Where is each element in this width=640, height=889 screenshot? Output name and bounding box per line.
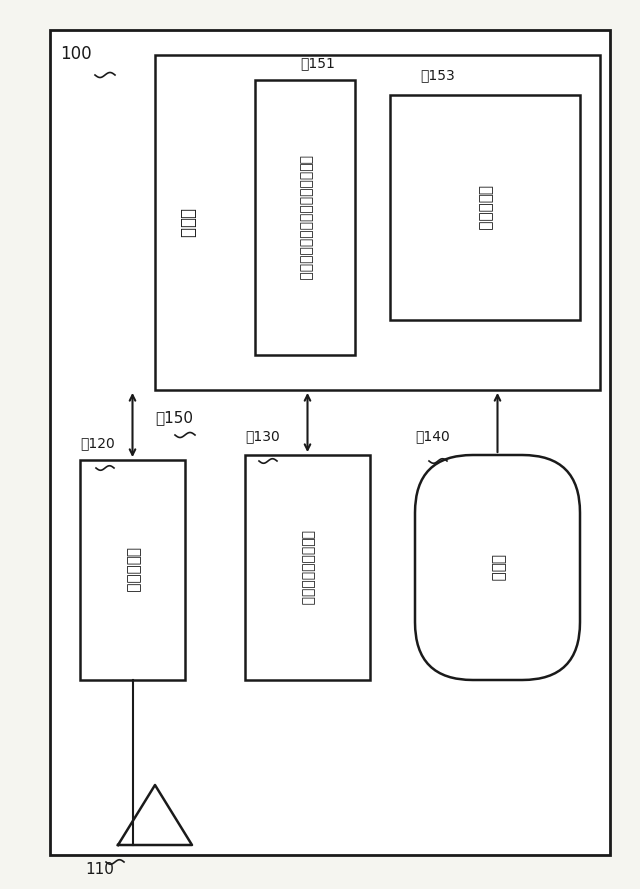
Text: 処理部: 処理部 (179, 207, 196, 237)
Text: ～151: ～151 (300, 56, 335, 70)
Text: 無線通信部: 無線通信部 (125, 548, 140, 593)
Bar (255, 80, 355, 355)
Bar (245, 455, 370, 680)
Text: オペレーションモード決定処理部: オペレーションモード決定処理部 (298, 155, 312, 280)
Text: ～130: ～130 (245, 429, 280, 443)
FancyBboxPatch shape (415, 455, 580, 680)
Text: ～140: ～140 (415, 429, 450, 443)
Text: ネットワーク通信部: ネットワーク通信部 (301, 530, 314, 605)
Text: ～150: ～150 (155, 410, 193, 425)
Text: 通信処理部: 通信処理部 (477, 185, 493, 230)
Text: ～120: ～120 (80, 436, 115, 450)
Text: 100: 100 (60, 45, 92, 63)
Bar (390, 95, 580, 320)
Bar (80, 460, 185, 680)
Bar (155, 55, 600, 390)
Text: ～153: ～153 (420, 68, 455, 82)
Text: 記憶部: 記憶部 (490, 554, 505, 581)
Text: 110: 110 (85, 862, 114, 877)
Bar (50, 30, 610, 855)
